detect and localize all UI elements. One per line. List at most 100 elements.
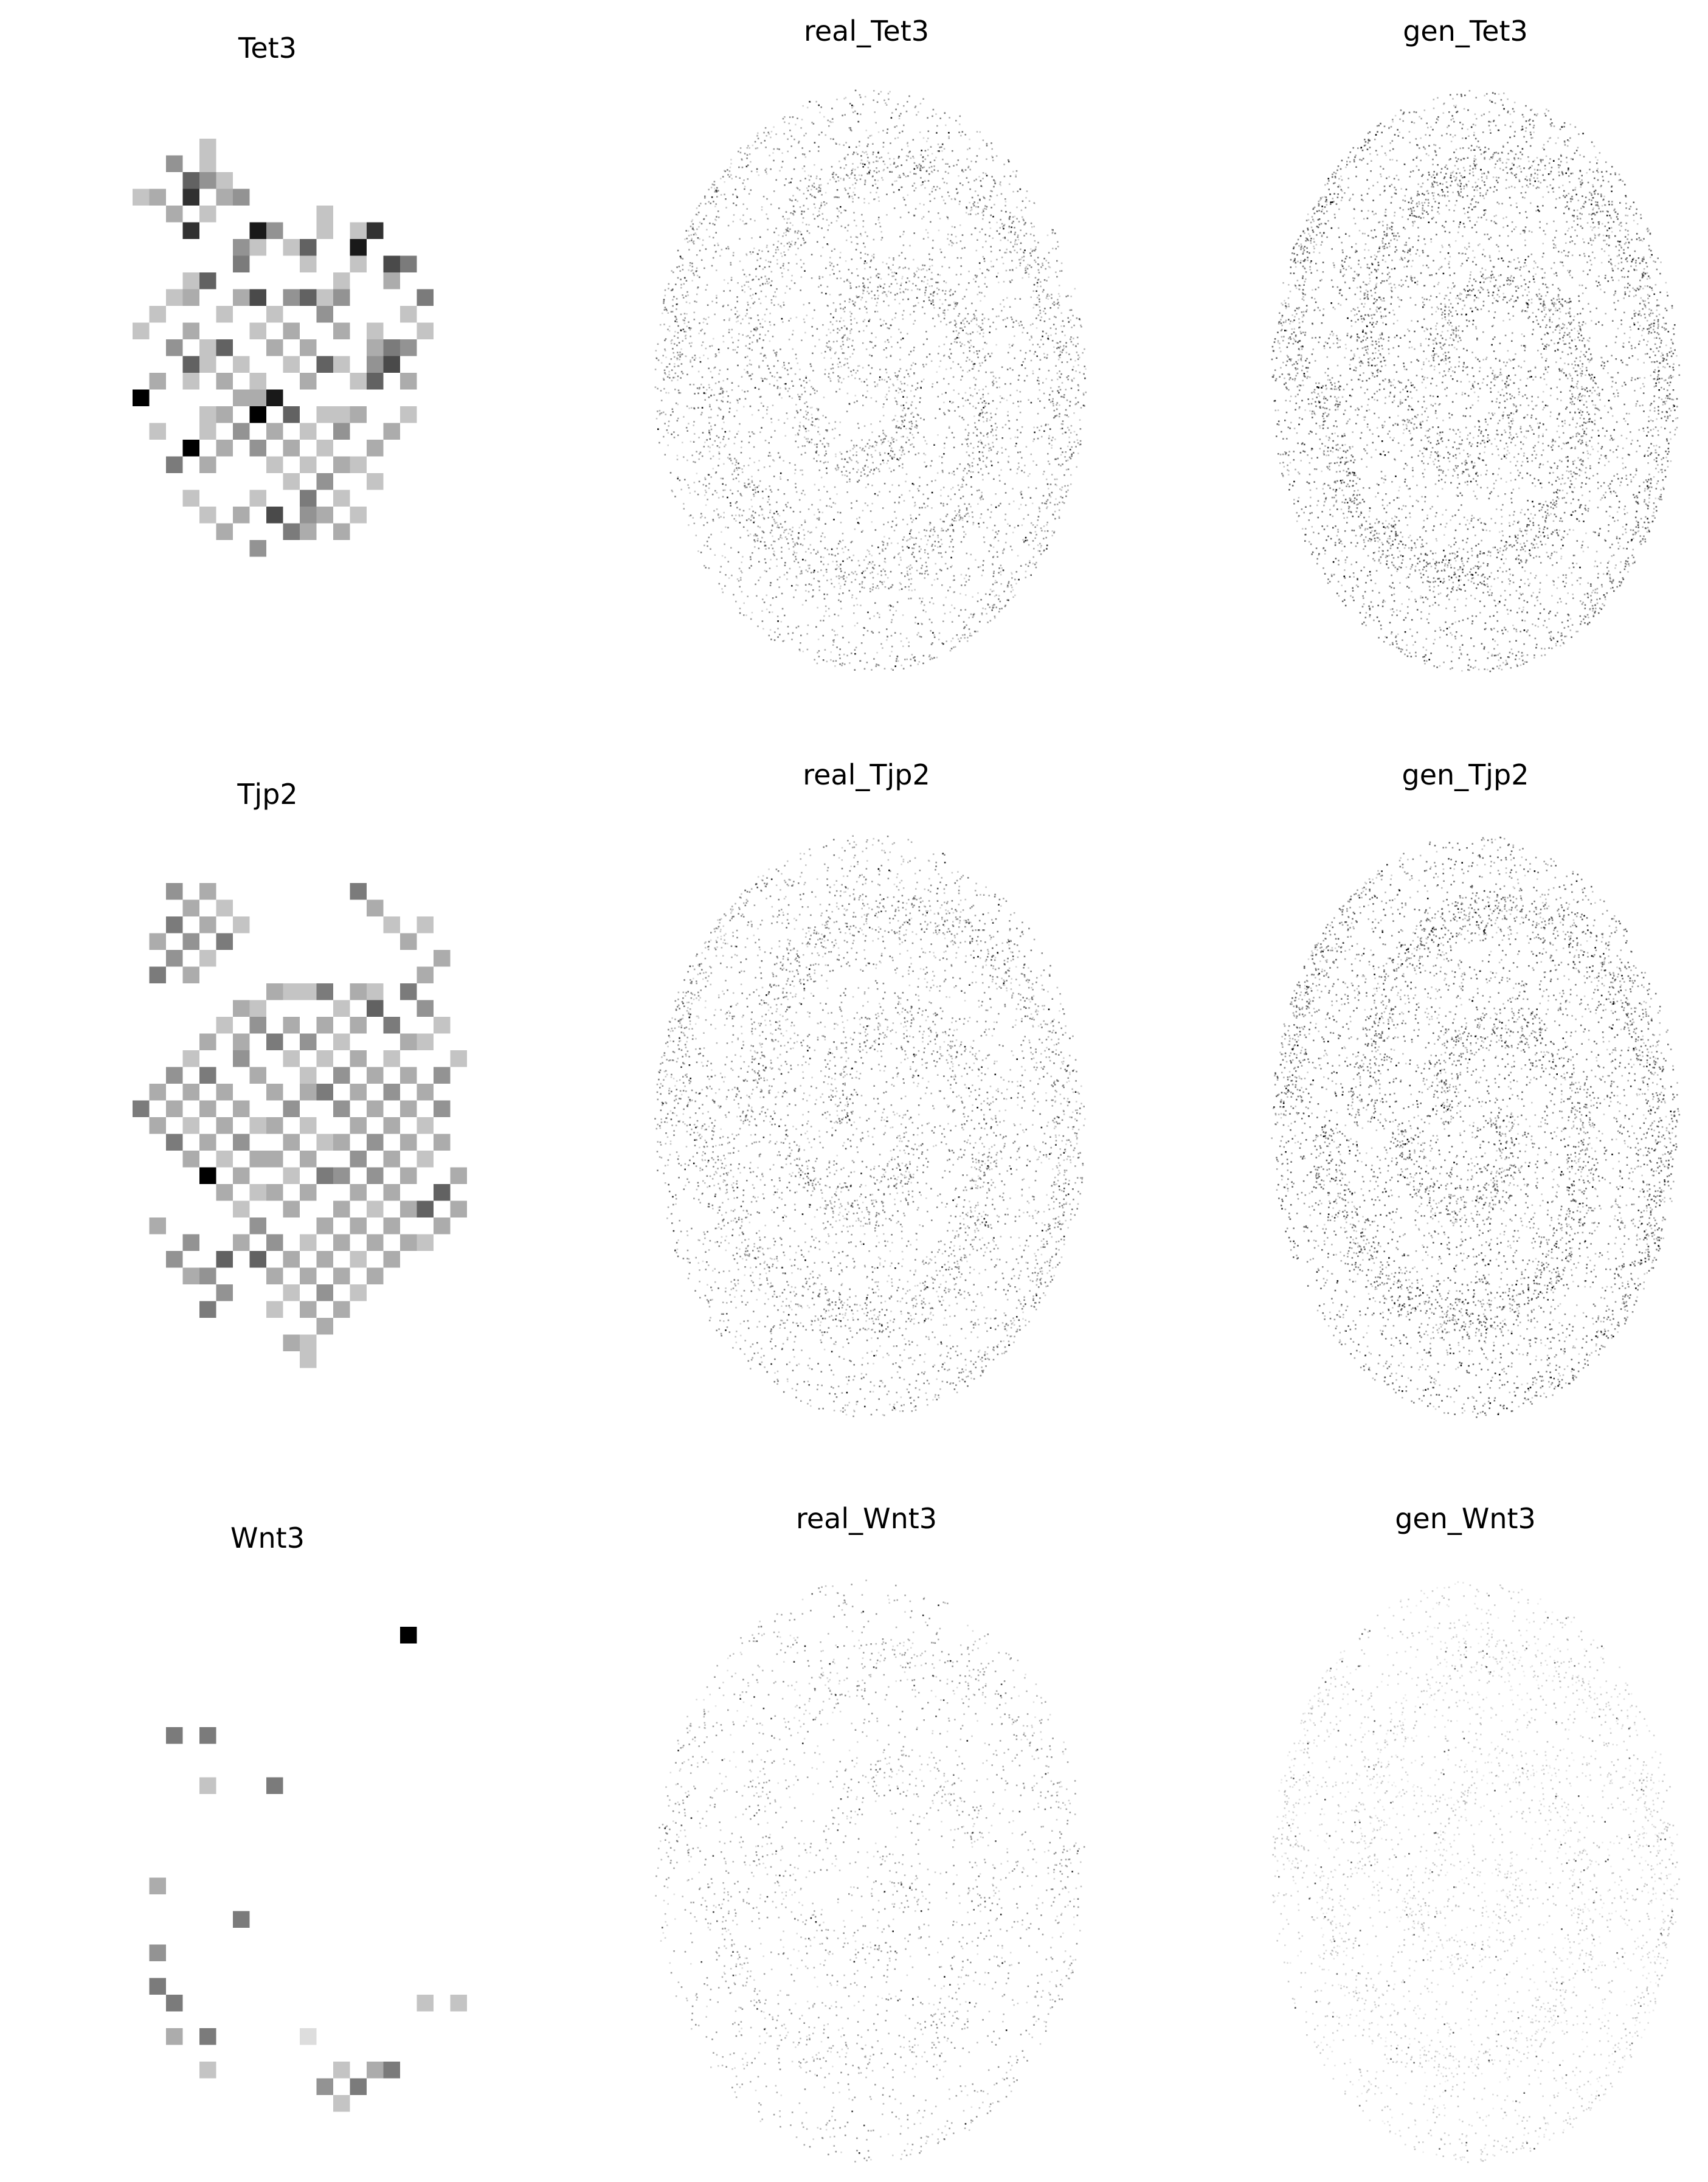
scatter-point [776, 615, 779, 617]
scatter-point [891, 346, 893, 348]
scatter-point [773, 384, 775, 387]
scatter-point [946, 513, 949, 516]
scatter-point [1014, 234, 1016, 235]
scatter-point [918, 546, 921, 548]
scatter-point [958, 337, 959, 339]
scatter-point [781, 152, 783, 154]
scatter-point [750, 161, 752, 163]
scatter-point [913, 547, 915, 550]
scatter-point [813, 203, 815, 205]
scatter-point [834, 428, 836, 429]
scatter-point [896, 376, 898, 378]
scatter-point [749, 147, 750, 149]
scatter-point [812, 352, 814, 355]
heatmap-spot [199, 406, 216, 423]
scatter-point [890, 621, 893, 623]
heatmap-spot [133, 189, 150, 206]
scatter-point [924, 454, 927, 456]
scatter-point [793, 210, 795, 212]
scatter-point [962, 397, 964, 400]
scatter-point [905, 369, 908, 372]
scatter-point [674, 320, 676, 322]
scatter-point [873, 161, 874, 163]
scatter-point [947, 172, 949, 175]
scatter-point [780, 534, 782, 536]
scatter-point [828, 553, 830, 555]
scatter-point [980, 442, 983, 444]
scatter-point [848, 127, 850, 129]
scatter-point [736, 409, 738, 412]
scatter-point [832, 367, 834, 369]
scatter-point [889, 378, 891, 380]
scatter-point [844, 226, 846, 229]
scatter-point [894, 299, 896, 300]
scatter-point [842, 474, 843, 476]
scatter-point [1042, 291, 1044, 293]
scatter-point [1068, 429, 1070, 431]
scatter-point [1036, 327, 1038, 329]
scatter-point [818, 184, 820, 186]
scatter-point [869, 170, 871, 171]
scatter-point [954, 510, 956, 512]
scatter-point [832, 372, 834, 374]
scatter-point [977, 566, 980, 568]
scatter-point [722, 176, 724, 178]
scatter-point [831, 428, 834, 431]
scatter-point [785, 504, 787, 506]
scatter-point [880, 574, 882, 577]
scatter-point [895, 517, 897, 519]
scatter-point [772, 295, 775, 297]
scatter-point [835, 561, 838, 563]
scatter-point [764, 354, 766, 356]
scatter-point [896, 403, 898, 405]
scatter-point [952, 580, 955, 581]
scatter-point [891, 420, 894, 421]
scatter-point [731, 336, 733, 339]
scatter-point [1039, 281, 1042, 283]
scatter-point [1070, 457, 1072, 460]
scatter-point [694, 357, 697, 359]
scatter-point [1084, 377, 1086, 379]
scatter-point [932, 534, 934, 536]
scatter-point [889, 609, 891, 611]
scatter-point [743, 274, 745, 275]
scatter-point [798, 527, 801, 528]
scatter-point [835, 173, 837, 176]
scatter-point [902, 267, 904, 269]
scatter-point [845, 142, 847, 144]
scatter-point [1048, 443, 1051, 445]
scatter-point [662, 312, 663, 314]
scatter-point [789, 395, 790, 398]
scatter-point [800, 543, 802, 546]
scatter-point [680, 354, 682, 356]
scatter-point [898, 370, 901, 372]
scatter-point [1068, 353, 1070, 355]
scatter-point [983, 317, 986, 319]
scatter-point [888, 305, 890, 307]
scatter-point [862, 634, 865, 636]
scatter-point [879, 273, 880, 275]
scatter-point [975, 384, 977, 386]
scatter-point [955, 302, 957, 303]
scatter-point [909, 150, 911, 153]
scatter-point [862, 285, 865, 288]
scatter-point [886, 214, 888, 216]
scatter-point [784, 562, 786, 564]
scatter-point [716, 399, 718, 401]
scatter-point [843, 320, 845, 322]
heatmap-spot [199, 456, 216, 473]
scatter-point [837, 466, 840, 469]
scatter-point [761, 318, 764, 320]
scatter-point [1058, 347, 1060, 349]
scatter-point [913, 372, 915, 374]
scatter-point [994, 180, 996, 182]
scatter-point [1057, 358, 1060, 361]
scatter-point [993, 604, 995, 606]
scatter-point [796, 542, 798, 544]
scatter-point [1012, 326, 1014, 328]
scatter-point [942, 487, 945, 488]
scatter-point [824, 373, 826, 375]
scatter-point [818, 186, 820, 189]
scatter-point [981, 212, 983, 213]
scatter-point [818, 190, 820, 192]
